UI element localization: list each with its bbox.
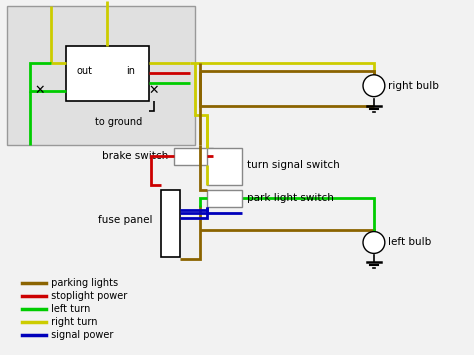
Bar <box>207 148 242 185</box>
Text: right bulb: right bulb <box>388 81 438 91</box>
Text: in: in <box>127 66 136 76</box>
Text: park light switch: park light switch <box>247 193 334 203</box>
Text: left turn: left turn <box>48 304 91 314</box>
Bar <box>7 6 195 145</box>
Circle shape <box>363 75 385 97</box>
Text: left bulb: left bulb <box>388 237 431 247</box>
Text: parking lights: parking lights <box>48 278 119 288</box>
Text: fuse panel: fuse panel <box>98 215 153 225</box>
Text: to ground: to ground <box>95 118 143 127</box>
Text: ✕: ✕ <box>148 84 159 97</box>
Bar <box>161 190 181 257</box>
Text: right turn: right turn <box>48 317 98 327</box>
Text: stoplight power: stoplight power <box>48 291 128 301</box>
Bar <box>173 148 213 165</box>
Bar <box>207 190 242 207</box>
Text: ✕: ✕ <box>34 84 45 97</box>
Text: turn signal switch: turn signal switch <box>247 160 340 170</box>
Text: signal power: signal power <box>48 330 114 340</box>
Text: brake switch: brake switch <box>102 151 169 161</box>
Circle shape <box>363 231 385 253</box>
Text: out: out <box>76 66 92 76</box>
Bar <box>66 46 149 100</box>
